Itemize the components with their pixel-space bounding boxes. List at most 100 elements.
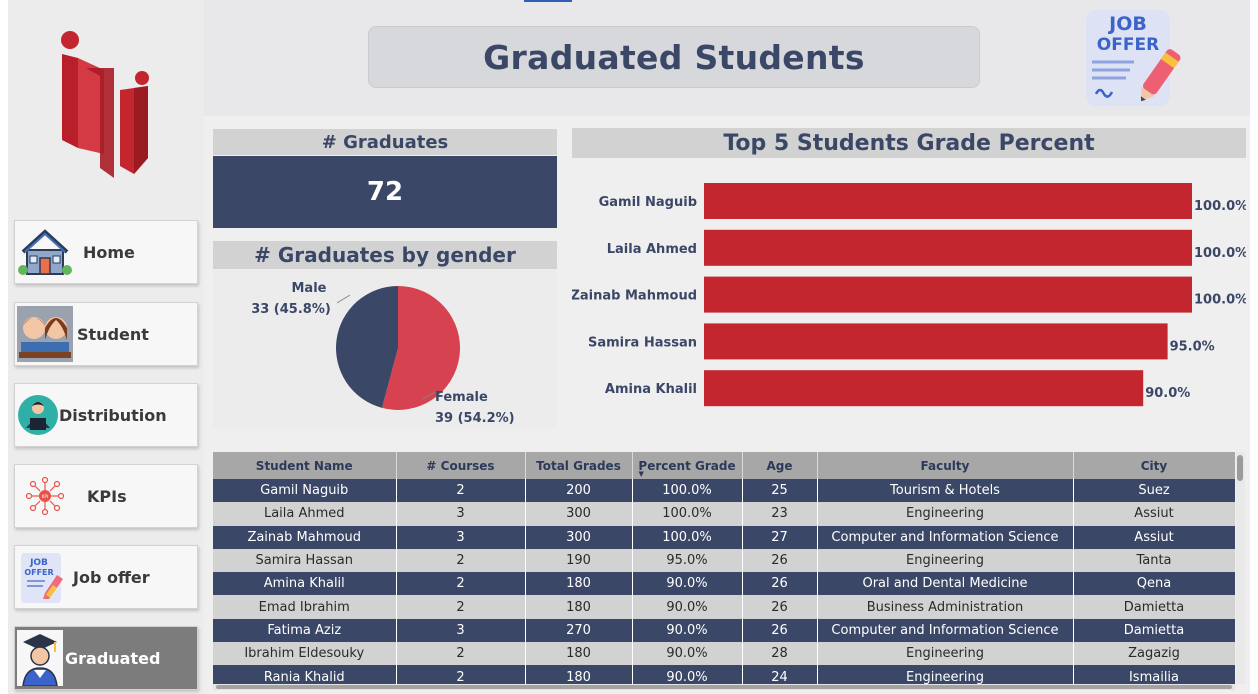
pie-detail-female: 39 (54.2%) [435,411,515,426]
table-row[interactable]: Fatima Aziz 3 270 90.0% 26 Computer and Infor… [213,618,1235,643]
graduates-kpi-title: # Graduates [213,129,557,155]
table-row[interactable]: Amina Khalil 2 180 90.0% 26 Oral and Dental M… [213,572,1235,596]
column-header-percent-grade[interactable]: Percent Grade ▼ [632,452,743,479]
nav-home-label: Home [83,242,135,262]
pie-label-male: Male [292,281,327,296]
bar-data-label: 100.0% [1194,293,1246,308]
nav-distribution-button[interactable]: Distribution [14,383,198,447]
bar-data-label: 95.0% [1170,339,1215,354]
bar-data-label: 100.0% [1194,246,1246,261]
table-cell: 300 [525,525,633,549]
table-cell: Business Administration [817,595,1074,619]
bar-5[interactable] [704,370,1144,407]
nav-student-button[interactable]: Student [14,302,198,366]
column-header-total-grades[interactable]: Total Grades [525,452,633,479]
column-header-age[interactable]: Age [742,452,818,479]
table-row[interactable]: Ibrahim Eldesouky 2 180 90.0% 28 Engineering Z… [213,642,1235,666]
table-cell: 24 [742,665,818,684]
table-vertical-scrollbar[interactable] [1236,452,1245,684]
kpi-network-icon: KPI [25,476,65,516]
table-horizontal-scroll-thumb[interactable] [216,685,1232,689]
table-cell: 3 [396,502,526,526]
bar-data-label: 90.0% [1145,386,1190,401]
table-cell: Qena [1073,572,1235,596]
table-row[interactable]: Gamil Naguib 2 200 100.0% 25 Tourism & Hotels… [213,479,1235,503]
top5-chart-title: Top 5 Students Grade Percent [572,128,1246,158]
students-icon [17,306,73,362]
bar-4[interactable] [704,323,1168,360]
table-cell: 2 [396,479,526,503]
column-header-student-name[interactable]: Student Name [213,452,397,479]
nav-job-offer-button[interactable]: JOB OFFER Job offer [14,545,198,609]
bar-category-label: Gamil Naguib [599,195,697,210]
nav-kpis-label: KPIs [87,486,127,506]
column-header-faculty[interactable]: Faculty [817,452,1074,479]
table-cell: Tourism & Hotels [817,479,1074,503]
table-cell: Amina Khalil [213,572,397,596]
bar-1[interactable] [704,183,1192,219]
table-cell: 2 [396,548,526,573]
table-cell: 26 [742,572,818,596]
table-cell: 25 [742,479,818,503]
table-cell: 90.0% [632,665,743,684]
nav-kpis-button[interactable]: KPI KPIs [14,464,198,528]
pie-detail-male: 33 (45.8%) [251,302,331,317]
bar-category-label: Samira Hassan [588,335,697,350]
bar-2[interactable] [704,229,1192,266]
table-cell: Damietta [1073,618,1235,643]
table-cell: Zagazig [1073,642,1235,666]
job-offer-icon: JOB OFFER [21,553,63,603]
table-cell: 100.0% [632,525,743,549]
students-table: Student Name # Courses Total Grades Perc… [213,452,1235,684]
table-vertical-scroll-thumb[interactable] [1237,455,1243,481]
column-header-percent-grade-label: Percent Grade [638,458,736,473]
table-cell: Oral and Dental Medicine [817,572,1074,596]
table-row[interactable]: Zainab Mahmoud 3 300 100.0% 27 Computer and I… [213,525,1235,549]
svg-text:OFFER: OFFER [1097,35,1159,55]
table-header-row: Student Name # Courses Total Grades Perc… [213,452,1235,479]
table-cell: Damietta [1073,595,1235,619]
column-header-city[interactable]: City [1073,452,1235,479]
svg-text:OFFER: OFFER [24,568,53,577]
table-cell: 90.0% [632,572,743,596]
table-cell: Assiut [1073,525,1235,549]
job-offer-illustration-icon: JOB OFFER [1086,10,1181,106]
table-cell: Tanta [1073,548,1235,573]
table-cell: 200 [525,479,633,503]
job-offer-icon-text: JOB [29,558,48,568]
pie-slice-male[interactable] [336,286,398,408]
table-cell: 100.0% [632,479,743,503]
nav-graduated-label: Graduated [65,648,161,668]
bar-category-label: Zainab Mahmoud [572,289,697,304]
column-header-courses[interactable]: # Courses [396,452,526,479]
table-cell: Ibrahim Eldesouky [213,642,397,666]
nav-graduated-button[interactable]: Graduated [14,626,198,690]
graduate-icon [17,630,63,686]
bar-category-label: Laila Ahmed [607,242,697,257]
teacher-icon [18,395,58,435]
table-row[interactable]: Rania Khalid 2 180 90.0% 24 Engineering Ismail… [213,665,1235,684]
table-cell: 180 [525,595,633,619]
table-row[interactable]: Samira Hassan 2 190 95.0% 26 Engineering Tanta [213,548,1235,573]
gender-chart-title: # Graduates by gender [213,241,557,269]
top5-bar-chart: Gamil Naguib 100.0% Laila Ahmed 100.0% Zaina… [572,183,1246,407]
table-row[interactable]: Emad Ibrahim 2 180 90.0% 26 Business Administ… [213,595,1235,619]
table-cell: 180 [525,642,633,666]
sort-descending-icon: ▼ [638,470,644,478]
table-cell: 100.0% [632,502,743,526]
table-cell: 28 [742,642,818,666]
pie-slice-female[interactable] [381,286,460,410]
table-row[interactable]: Laila Ahmed 3 300 100.0% 23 Engineering Assiut [213,502,1235,526]
pie-label-female: Female [435,390,488,405]
bar-3[interactable] [704,276,1192,313]
nav-home-button[interactable]: Home [14,220,198,284]
iti-logo [61,31,149,178]
table-cell: 27 [742,525,818,549]
table-cell: 26 [742,595,818,619]
table-cell: 3 [396,525,526,549]
bar-data-label: 100.0% [1194,199,1246,214]
table-cell: Rania Khalid [213,665,397,684]
svg-text:KPI: KPI [42,494,48,499]
table-cell: 2 [396,572,526,596]
table-cell: Ismailia [1073,665,1235,684]
